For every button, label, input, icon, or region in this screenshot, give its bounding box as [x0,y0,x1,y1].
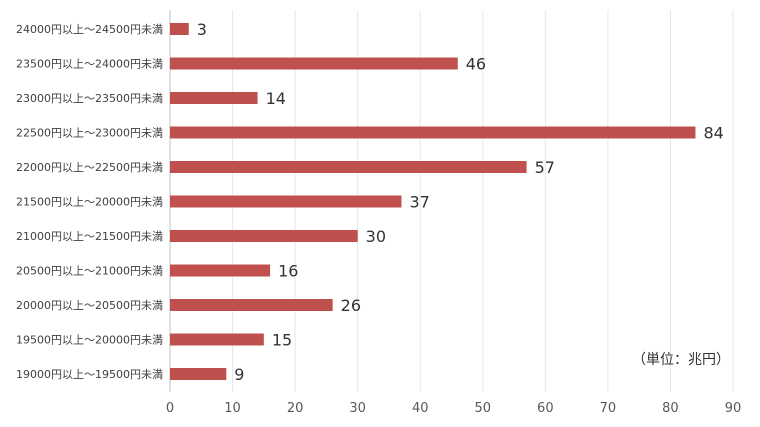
data-label: 16 [278,262,298,281]
data-labels: 3 46 14 84 57 37 30 16 26 15 9 [197,20,724,384]
x-tick-label: 20 [287,401,304,416]
data-label: 37 [409,193,429,212]
category-label: 21000円以上～21500円未満 [16,230,163,243]
x-tick-labels: 0 10 20 30 40 50 60 70 80 90 [166,401,741,416]
category-label: 24000円以上～24500円未満 [16,23,163,36]
x-tick-label: 50 [475,401,492,416]
category-label: 23000円以上～23500円未満 [16,92,163,105]
category-label: 19500円以上～20000円未満 [16,334,163,347]
category-label: 20500円以上～21000円未満 [16,265,163,278]
data-label: 84 [703,124,723,143]
x-tick-label: 10 [224,401,241,416]
x-tick-label: 80 [662,401,679,416]
x-tick-label: 70 [600,401,617,416]
data-label: 30 [366,227,386,246]
bar [170,264,271,277]
x-tick-label: 30 [349,401,366,416]
data-label: 3 [197,20,207,39]
bar [170,368,227,380]
category-label: 23500円以上～24000円未満 [16,58,163,71]
unit-note: （単位：兆円） [632,352,730,368]
bar [170,92,258,104]
bar [170,23,189,35]
bar [170,126,696,139]
category-label: 21500円以上～20000円未満 [16,196,163,209]
category-label: 19000円以上～19500円未満 [16,368,163,381]
category-label: 22000円以上～22500円未満 [16,161,163,174]
bars [170,23,696,380]
bar [170,195,402,208]
data-label: 15 [272,331,292,350]
x-tick-label: 60 [537,401,554,416]
bar [170,230,358,242]
data-label: 9 [234,365,244,384]
bar [170,57,458,70]
category-label: 22500円以上～23000円未満 [16,127,163,140]
gridlines [169,10,734,392]
category-label: 20000円以上～20500円未満 [16,299,163,312]
data-label: 26 [341,296,361,315]
category-labels: 24000円以上～24500円未満 23500円以上～24000円未満 23000円… [16,23,163,381]
x-tick-label: 40 [412,401,429,416]
data-label: 46 [466,55,486,74]
data-label: 57 [535,158,555,177]
x-tick-label: 90 [725,401,742,416]
bar [170,333,264,346]
bar [170,299,333,311]
bar [170,161,527,173]
data-label: 14 [266,89,286,108]
x-tick-label: 0 [166,401,174,416]
